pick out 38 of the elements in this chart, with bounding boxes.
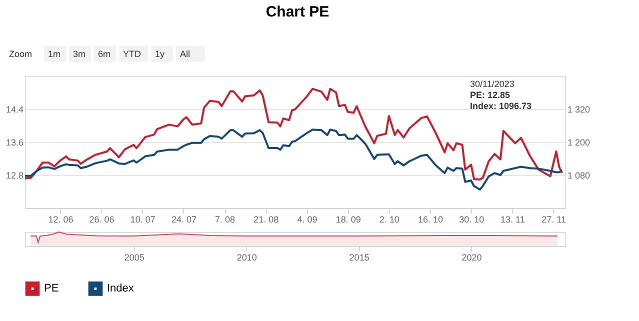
y2-tick-label: 1 320 bbox=[568, 104, 590, 114]
x-tick-label: 13. 11 bbox=[500, 214, 525, 224]
x-tick-label: 24. 07 bbox=[171, 214, 196, 224]
x-tick-label: 16. 10 bbox=[418, 214, 444, 224]
x-tick-label: 4. 09 bbox=[297, 214, 318, 224]
x-tick-label: 18. 09 bbox=[336, 214, 361, 224]
x-tick-label: 2015 bbox=[349, 252, 370, 262]
chart-title: Chart PE bbox=[266, 4, 330, 20]
annotation: PE: 12.85 bbox=[470, 90, 510, 100]
annotation: Index: 1096.73 bbox=[470, 101, 532, 111]
x-tick-label: 7. 08 bbox=[215, 214, 236, 224]
text: 6m bbox=[98, 49, 111, 59]
text: All bbox=[180, 49, 190, 59]
x-tick-label: 12. 06 bbox=[48, 214, 74, 224]
x-tick-label: 30. 10 bbox=[459, 214, 484, 224]
x-tick-label: 2. 10 bbox=[379, 214, 400, 224]
text: 1y bbox=[155, 49, 166, 59]
text: YTD bbox=[123, 49, 142, 59]
text: 3m bbox=[73, 49, 86, 59]
x-tick-label: 2020 bbox=[462, 252, 482, 262]
x-tick-label: 10. 07 bbox=[130, 214, 156, 224]
y-tick-label: 12.8 bbox=[6, 170, 24, 180]
x-tick-label: 2010 bbox=[236, 252, 257, 262]
annotation: 30/11/2023 bbox=[470, 79, 514, 89]
line-series bbox=[24, 88, 564, 181]
text: Zoom bbox=[9, 49, 32, 59]
y-tick-label: 14.4 bbox=[6, 104, 24, 114]
x-tick-label: 27. 11 bbox=[542, 214, 566, 224]
y-tick-label: 13.6 bbox=[6, 138, 24, 148]
x-tick-label: 2005 bbox=[124, 252, 144, 262]
legend-label: Index bbox=[107, 282, 134, 295]
text: 1m bbox=[48, 49, 61, 59]
x-tick-label: 26. 06 bbox=[89, 214, 114, 224]
x-tick-label: 21. 08 bbox=[254, 214, 279, 224]
y2-tick-label: 1 080 bbox=[568, 170, 590, 180]
line-series bbox=[24, 128, 564, 191]
y2-tick-label: 1 200 bbox=[568, 138, 590, 148]
legend-label: PE bbox=[44, 282, 59, 295]
